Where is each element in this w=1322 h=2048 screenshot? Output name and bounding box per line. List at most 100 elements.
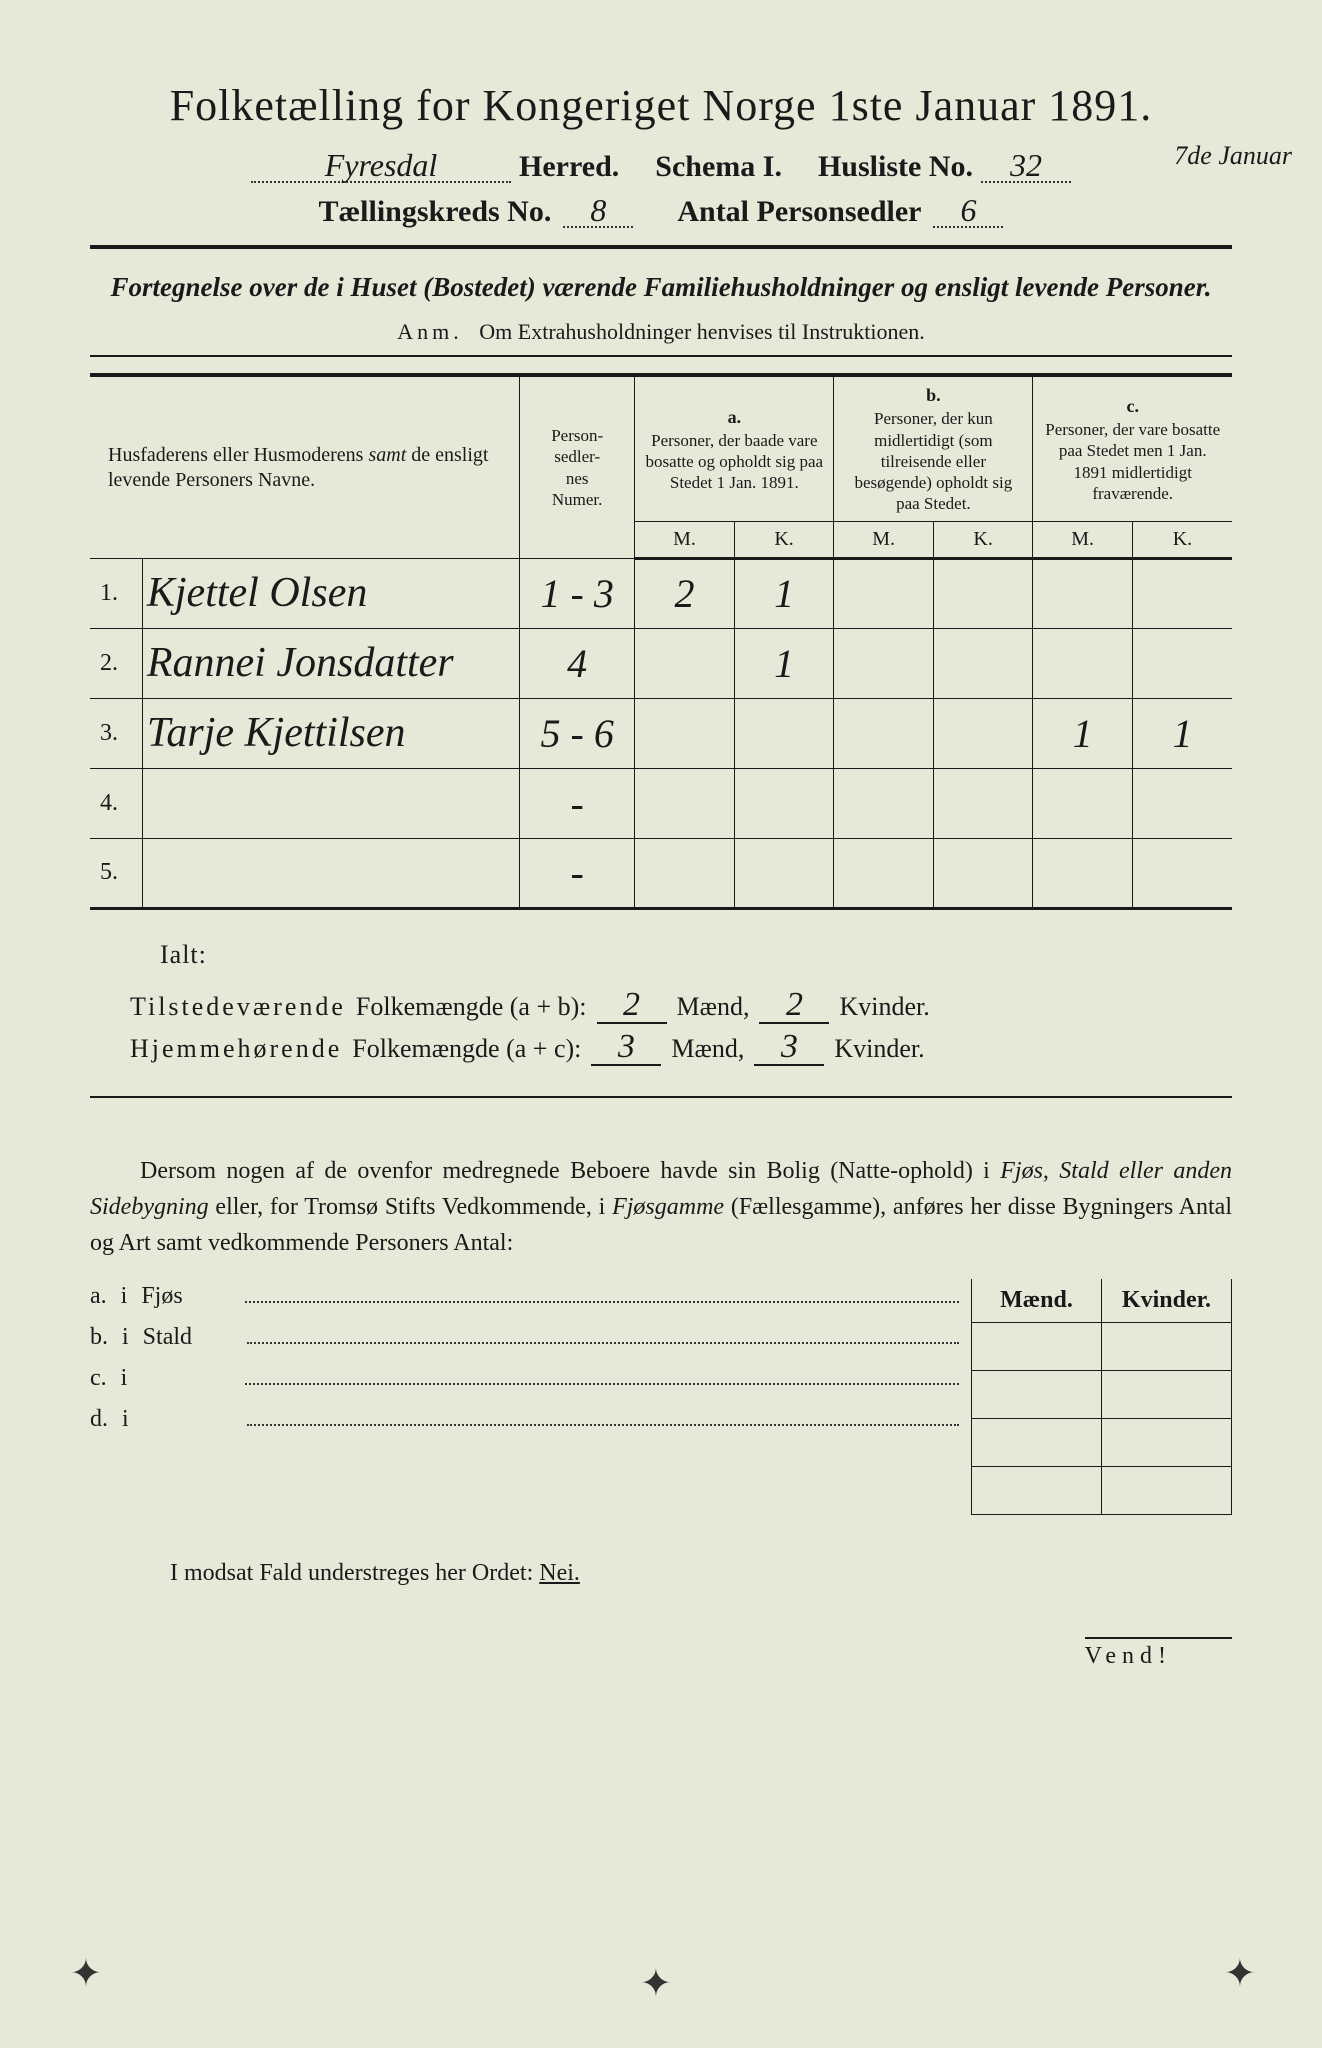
dotted-line [245,1279,959,1303]
mk-cell [1102,1418,1232,1466]
mk-cell [972,1418,1102,1466]
cell-cM: 1 [1033,698,1133,768]
divider-thin [90,355,1232,357]
table-row: 2.Rannei Jonsdatter41 [90,628,1232,698]
mk-cell [972,1370,1102,1418]
table-row: 1.Kjettel Olsen1 - 321 [90,558,1232,628]
herred-field: Fyresdal [251,149,511,183]
census-form-page: Folketælling for Kongeriget Norge 1ste J… [0,0,1322,1627]
col-a: a. Personer, der baade vare bosatte og o… [635,375,834,521]
building-row: d.i [90,1402,959,1433]
punch-hole-icon: ✦ [70,1960,98,1988]
mk-kvinder: Kvinder. [1102,1279,1232,1323]
cell-cM [1033,558,1133,628]
col-c-k: K. [1132,521,1232,558]
maend-label-2: Mænd, [671,1034,744,1064]
cell-aM [635,628,735,698]
cell-cK [1132,558,1232,628]
person-name: Tarje Kjettilsen [142,698,519,768]
table-row: 5. - [90,838,1232,908]
totals-line-ac: Hjemmehørende Folkemængde (a + c): 3 Mæn… [130,1030,1232,1066]
mk-table: Mænd. Kvinder. [971,1279,1232,1515]
mk-cell [1102,1322,1232,1370]
col-names: Husfaderens eller Husmoderens samt de en… [90,375,520,558]
husliste-label: Husliste No. [818,150,973,184]
antal-label: Antal Personsedler [677,195,921,229]
divider [90,245,1232,249]
kvinder-label: Kvinder. [839,992,929,1022]
cell-aK [734,838,834,908]
sedler-numer: - [520,768,635,838]
tilstede-label: Tilstedeværende [130,992,346,1022]
row-number: 4. [90,768,142,838]
census-table: Husfaderens eller Husmoderens samt de en… [90,373,1232,909]
header-line-1: Fyresdal Herred. Schema I. Husliste No. … [90,149,1232,184]
cell-cK [1132,838,1232,908]
ialt-label: Ialt: [160,940,1232,970]
row-tag: d. [90,1406,108,1433]
cell-aK [734,698,834,768]
dotted-line [245,1361,959,1385]
cell-aK [734,768,834,838]
cell-bM [834,838,934,908]
building-row: b. i Stald [90,1320,959,1351]
cell-cM [1033,838,1133,908]
building-label: Stald [143,1324,233,1351]
sedler-numer: 4 [520,628,635,698]
col-numer: Person-sedler-nesNumer. [520,375,635,558]
cell-aM [635,838,735,908]
table-row: 4. - [90,768,1232,838]
mk-maend: Mænd. [972,1279,1102,1323]
person-name: Kjettel Olsen [142,558,519,628]
sedler-numer: 1 - 3 [520,558,635,628]
dwelling-paragraph: Dersom nogen af de ovenfor medregnede Be… [90,1153,1232,1261]
margin-note: 7de Januar [1174,143,1292,169]
cell-bM [834,628,934,698]
dotted-line [247,1320,959,1344]
person-name [142,838,519,908]
mk-cell [972,1322,1102,1370]
cell-bK [933,838,1033,908]
schema-label: Schema I. [655,150,782,184]
anm-text: Om Extrahusholdninger henvises til Instr… [479,319,924,344]
totals-line-ab: Tilstedeværende Folkemængde (a + b): 2 M… [130,988,1232,1024]
row-tag: c. [90,1365,107,1392]
cell-aK: 1 [734,628,834,698]
cell-bK [933,698,1033,768]
main-title: Folketælling for Kongeriget Norge 1ste J… [90,80,1232,131]
person-name [142,768,519,838]
ab-metric: Folkemængde (a + b): [356,992,587,1022]
sedler-numer: - [520,838,635,908]
anm-line: Anm. Om Extrahusholdninger henvises til … [90,319,1232,345]
cell-bM [834,698,934,768]
mk-cell [1102,1370,1232,1418]
row-number: 5. [90,838,142,908]
col-c-m: M. [1033,521,1133,558]
maend-label: Mænd, [677,992,750,1022]
cell-cM [1033,628,1133,698]
row-i: i [122,1324,129,1351]
ab-maend: 2 [597,988,667,1024]
header-line-2: Tællingskreds No. 8 Antal Personsedler 6 [90,194,1232,229]
antal-field: 6 [933,194,1003,228]
bottom-section: a.iFjøsb.iStaldc.id.i Mænd. Kvinder. [90,1279,1232,1515]
cell-aM [635,698,735,768]
col-a-k: K. [734,521,834,558]
mk-cell [972,1466,1102,1514]
building-row: c.i [90,1361,959,1392]
ac-maend: 3 [591,1030,661,1066]
ac-metric: Folkemængde (a + c): [352,1034,581,1064]
vend-label: Vend! [1085,1637,1232,1670]
row-i: i [121,1283,128,1310]
subtitle: Fortegnelse over de i Huset (Bostedet) v… [90,269,1232,305]
mk-cell [1102,1466,1232,1514]
row-tag: b. [90,1324,108,1351]
cell-cM [1033,768,1133,838]
cell-bK [933,768,1033,838]
cell-cK: 1 [1132,698,1232,768]
kreds-field: 8 [563,194,633,228]
cell-cK [1132,768,1232,838]
sedler-numer: 5 - 6 [520,698,635,768]
building-row: a.iFjøs [90,1279,959,1310]
dotted-line [247,1402,959,1426]
